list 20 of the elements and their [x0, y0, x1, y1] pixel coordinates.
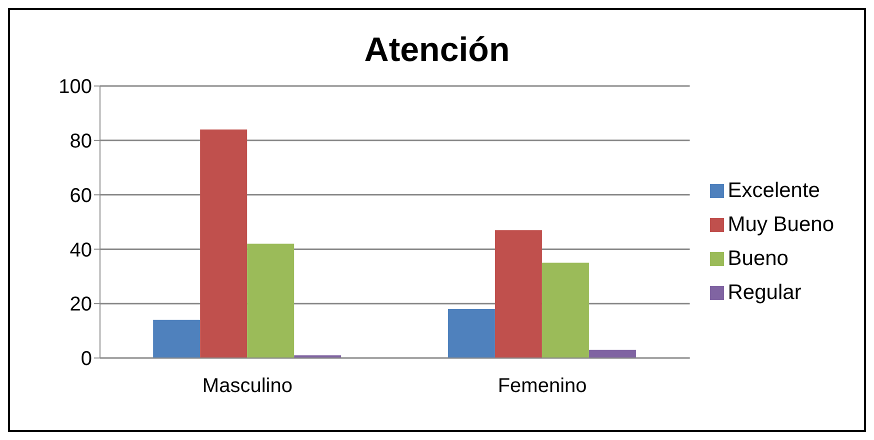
chart-title: Atención — [363, 30, 511, 71]
y-tick-label: 80 — [70, 130, 92, 152]
bar — [494, 230, 542, 358]
legend-label: Excelente — [728, 179, 820, 202]
bar — [448, 309, 495, 358]
y-tick-label: 60 — [70, 184, 92, 207]
bar — [247, 244, 294, 358]
bar — [542, 262, 589, 358]
y-tick-label: 40 — [70, 239, 92, 262]
bar — [588, 350, 636, 358]
bar — [200, 130, 248, 358]
x-tick-label: Masculino — [202, 375, 292, 398]
bar — [153, 320, 200, 358]
y-tick-label: 20 — [70, 294, 92, 316]
legend-label: Bueno — [728, 247, 788, 270]
legend-label: Muy Bueno — [728, 213, 834, 236]
y-tick-label: 0 — [80, 348, 92, 370]
legend-label: Regular — [728, 281, 802, 304]
x-tick-label: Femenino — [498, 375, 587, 398]
y-tick-label: 100 — [58, 76, 92, 98]
